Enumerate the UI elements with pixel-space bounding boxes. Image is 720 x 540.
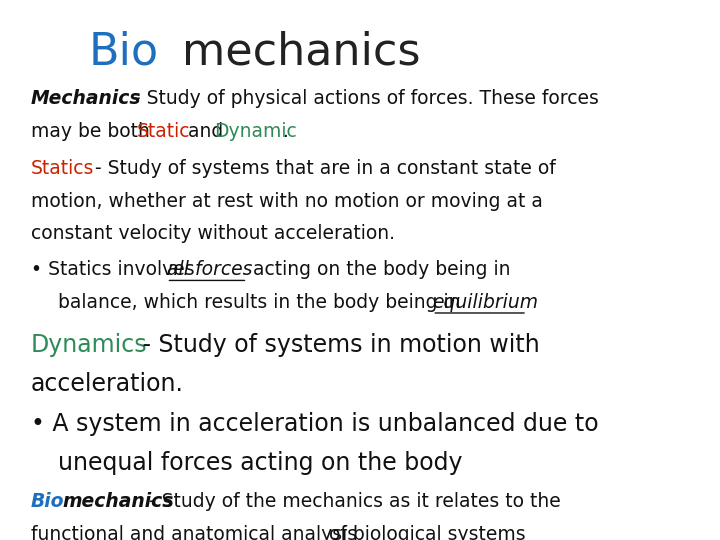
Text: acting on the body being in: acting on the body being in [248, 260, 511, 280]
Text: functional and anatomical analysis: functional and anatomical analysis [31, 525, 363, 540]
Text: constant velocity without acceleration.: constant velocity without acceleration. [31, 225, 395, 244]
Text: motion, whether at rest with no motion or moving at a: motion, whether at rest with no motion o… [31, 192, 543, 211]
Text: all forces: all forces [166, 260, 252, 280]
Text: Mechanics: Mechanics [31, 89, 141, 108]
Text: - Study of physical actions of forces. These forces: - Study of physical actions of forces. T… [128, 89, 599, 108]
Text: equilibrium: equilibrium [433, 293, 539, 312]
Text: mechanics: mechanics [181, 30, 420, 73]
Text: Static: Static [137, 123, 191, 141]
Text: • Statics involves: • Statics involves [31, 260, 200, 280]
Text: Dynamics: Dynamics [31, 333, 148, 357]
Text: • A system in acceleration is unbalanced due to: • A system in acceleration is unbalanced… [31, 412, 598, 436]
Text: .: . [283, 123, 289, 141]
Text: - Study of the mechanics as it relates to the: - Study of the mechanics as it relates t… [143, 492, 561, 511]
Text: may be both: may be both [31, 123, 156, 141]
Text: balance, which results in the body being in: balance, which results in the body being… [58, 293, 467, 312]
Text: Statics: Statics [31, 159, 94, 178]
Text: mechanics: mechanics [63, 492, 174, 511]
Text: Bio: Bio [31, 492, 64, 511]
Text: acceleration.: acceleration. [31, 372, 184, 396]
Text: Dynamic: Dynamic [215, 123, 297, 141]
Text: and: and [181, 123, 229, 141]
Text: Bio: Bio [89, 30, 159, 73]
Text: - Study of systems in motion with: - Study of systems in motion with [135, 333, 540, 357]
Text: - Study of systems that are in a constant state of: - Study of systems that are in a constan… [89, 159, 556, 178]
Text: unequal forces acting on the body: unequal forces acting on the body [58, 451, 463, 475]
Text: of biological systems: of biological systems [329, 525, 526, 540]
